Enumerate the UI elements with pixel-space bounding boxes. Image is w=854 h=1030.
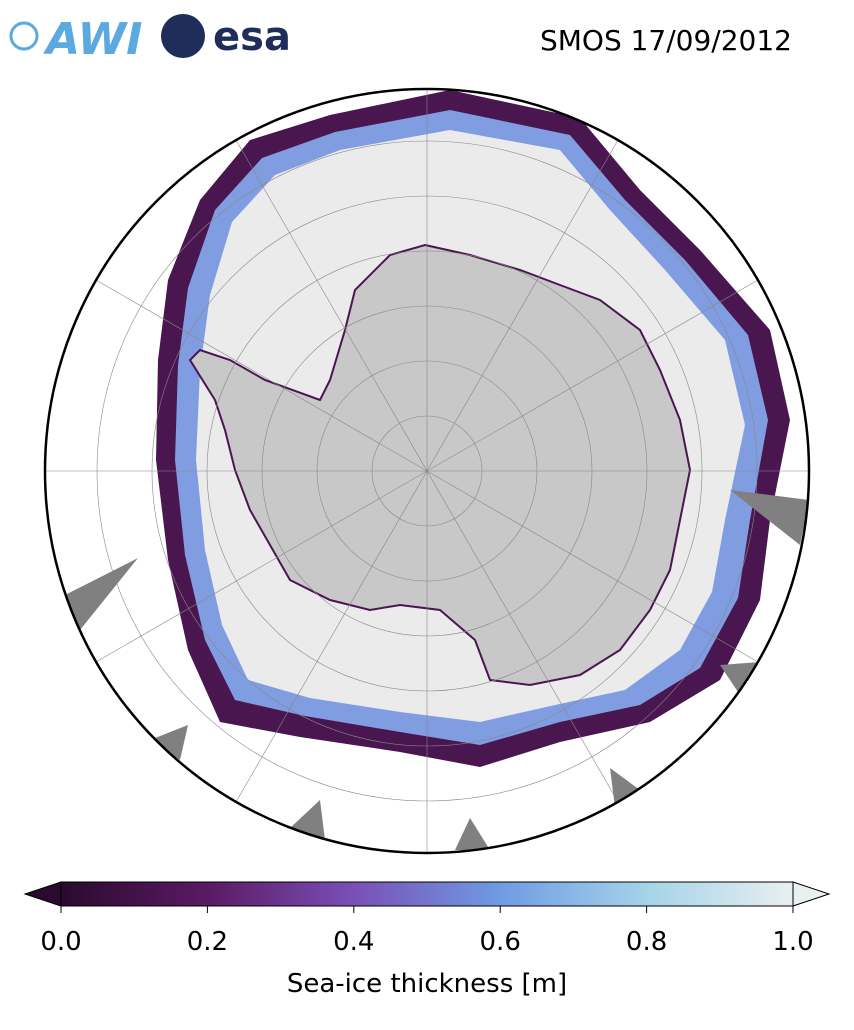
colorbar-tick-label: 0.6 <box>480 927 521 957</box>
map-border <box>43 87 811 855</box>
no-data <box>65 490 809 850</box>
colorbar-tick-label: 0.2 <box>187 927 228 957</box>
colorbar-label: Sea-ice thickness [m] <box>287 969 567 999</box>
colorbar-extend-low <box>23 881 62 907</box>
colorbar-frame <box>60 881 794 907</box>
logo-text: AWI <box>43 14 143 65</box>
colorbar-tick-label: 0.4 <box>333 927 374 957</box>
map-title: SMOS 17/09/2012 <box>540 24 792 57</box>
continent <box>188 243 692 687</box>
colorbar <box>23 881 831 907</box>
logo-awi: AWI <box>9 14 143 65</box>
logo-esa: esa <box>161 14 291 60</box>
graticule <box>45 89 809 853</box>
logo-text: esa <box>213 14 291 60</box>
colorbar-ramp <box>61 882 793 906</box>
colorbar-tick-label: 0.0 <box>40 927 81 957</box>
colorbar-extend-high <box>792 881 831 907</box>
map <box>45 89 809 853</box>
colorbar-tick-label: 1.0 <box>772 927 813 957</box>
colorbar-tick-label: 0.8 <box>626 927 667 957</box>
